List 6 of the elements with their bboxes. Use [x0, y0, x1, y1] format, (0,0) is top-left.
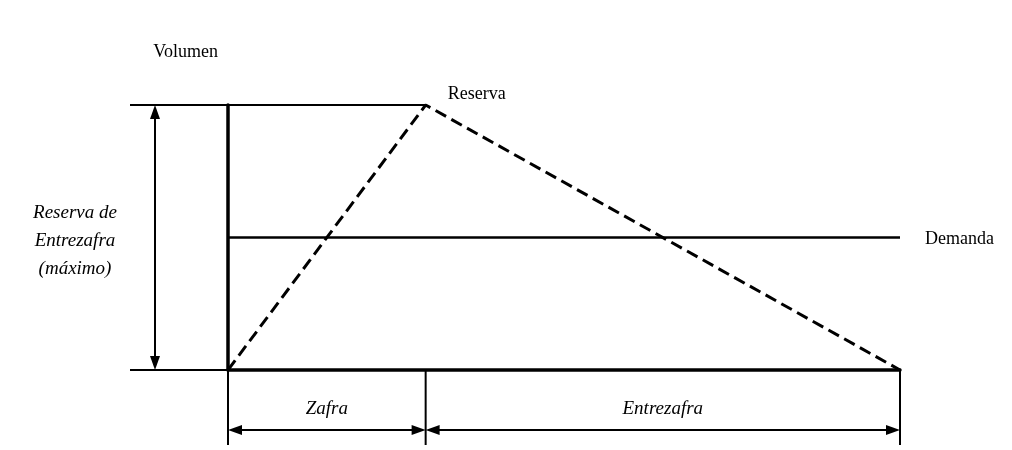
- y-axis-title: Volumen: [153, 41, 218, 61]
- text: Entrezafra: [621, 397, 705, 419]
- series-label: Demanda: [925, 227, 994, 248]
- series-label: Reserva: [447, 83, 506, 103]
- text: Reserva de Entrezafra (máximo): [32, 199, 118, 280]
- text: Zafra: [304, 397, 349, 419]
